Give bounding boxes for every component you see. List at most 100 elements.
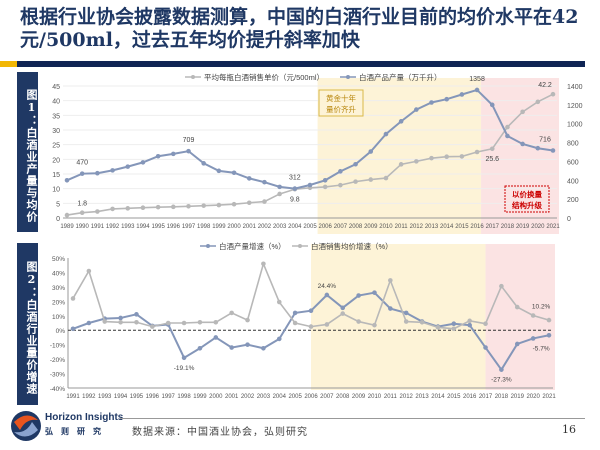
x-tick: 2013 <box>425 224 439 230</box>
data-point <box>444 96 449 102</box>
x-tick: 2011 <box>384 394 398 400</box>
data-point <box>197 345 203 351</box>
y-left-tick: 35 <box>52 113 60 120</box>
legend-label: 白酒销售均价增速（%） <box>311 241 393 251</box>
data-point <box>388 278 393 283</box>
data-point <box>489 102 495 108</box>
x-tick: 2021 <box>546 224 560 230</box>
data-point <box>213 319 219 325</box>
y-right-tick: 200 <box>567 197 579 204</box>
data-point <box>292 186 298 191</box>
y-tick: -20% <box>50 357 65 364</box>
data-point <box>467 322 472 328</box>
y-tick: -10% <box>50 343 65 350</box>
data-point <box>277 191 282 197</box>
x-tick: 2010 <box>368 394 382 400</box>
y-tick: -30% <box>50 372 65 379</box>
x-tick: 2009 <box>352 394 366 400</box>
data-point <box>353 179 358 184</box>
data-point <box>292 320 298 326</box>
x-tick: 2021 <box>542 394 556 400</box>
x-tick: 2018 <box>501 224 515 230</box>
y-tick: -40% <box>50 386 65 393</box>
data-point <box>435 325 441 330</box>
annotation-box <box>318 89 364 117</box>
accent-bar <box>0 61 17 67</box>
x-tick: 2007 <box>334 224 348 230</box>
logo-text-cn: 弘则研究 <box>45 426 109 436</box>
annotation-box <box>504 185 550 213</box>
x-tick: 1994 <box>114 394 128 400</box>
data-point <box>171 204 176 210</box>
x-tick: 2007 <box>320 394 334 400</box>
x-tick: 2016 <box>470 224 484 230</box>
data-point <box>201 203 206 208</box>
data-point <box>520 141 525 147</box>
data-point <box>261 261 266 267</box>
x-tick: 1997 <box>162 394 176 400</box>
x-tick: 2006 <box>304 394 318 400</box>
data-point <box>372 290 377 295</box>
x-tick: 2012 <box>400 394 414 400</box>
data-point <box>262 179 267 185</box>
data-point <box>102 319 108 324</box>
data-point <box>70 326 76 332</box>
upgrade-region <box>485 244 555 390</box>
x-tick: 1996 <box>146 394 160 400</box>
data-point <box>546 332 552 338</box>
y-left-tick: 45 <box>52 84 60 91</box>
x-tick: 2014 <box>440 224 454 230</box>
x-tick: 2015 <box>447 394 461 400</box>
data-point <box>245 317 250 323</box>
data-point <box>414 107 419 112</box>
data-point <box>429 100 434 105</box>
data-point <box>229 345 234 350</box>
annotation-text: 黄金十年 <box>326 93 356 103</box>
y-left-tick: 30 <box>52 128 60 135</box>
data-point <box>322 184 328 190</box>
data-point <box>86 320 92 326</box>
x-tick: 2004 <box>288 224 302 230</box>
data-point <box>64 212 70 218</box>
y-left-tick: 10 <box>52 187 60 194</box>
data-point <box>398 119 404 124</box>
x-tick: 1991 <box>91 224 105 230</box>
data-point <box>338 182 343 188</box>
x-tick: 1990 <box>76 224 90 230</box>
x-tick: 2009 <box>364 224 378 230</box>
x-tick: 1997 <box>182 224 196 230</box>
data-point <box>356 293 361 298</box>
source-note: 数据来源：中国酒业协会，弘则研究 <box>132 427 308 438</box>
data-point <box>245 342 250 347</box>
data-point <box>340 311 346 316</box>
x-tick: 2018 <box>495 394 509 400</box>
data-label: 716 <box>539 136 551 143</box>
data-point <box>535 99 541 105</box>
logo-icon <box>11 411 41 441</box>
data-point <box>216 168 222 174</box>
data-point <box>246 176 252 181</box>
x-tick: 2020 <box>531 224 545 230</box>
data-point <box>520 109 525 115</box>
x-tick: 2003 <box>273 224 287 230</box>
data-point <box>261 345 266 351</box>
data-point <box>429 155 434 161</box>
y-left-tick: 25 <box>52 143 60 150</box>
legend-marker <box>206 244 210 248</box>
x-tick: 1993 <box>98 394 112 400</box>
x-tick: 1989 <box>60 224 74 230</box>
x-tick: 2006 <box>319 224 333 230</box>
data-point <box>181 320 187 326</box>
data-label: 42.2 <box>538 82 552 89</box>
data-point <box>546 317 552 323</box>
y-right-tick: 400 <box>567 178 579 185</box>
data-label: 10.2% <box>532 303 551 310</box>
data-point <box>530 313 536 318</box>
x-tick: 2019 <box>511 394 525 400</box>
data-point <box>186 148 191 154</box>
data-label: 24.4% <box>318 283 337 290</box>
data-point <box>155 204 161 210</box>
data-point <box>499 283 504 289</box>
data-point <box>246 200 252 206</box>
x-tick: 2020 <box>526 394 540 400</box>
